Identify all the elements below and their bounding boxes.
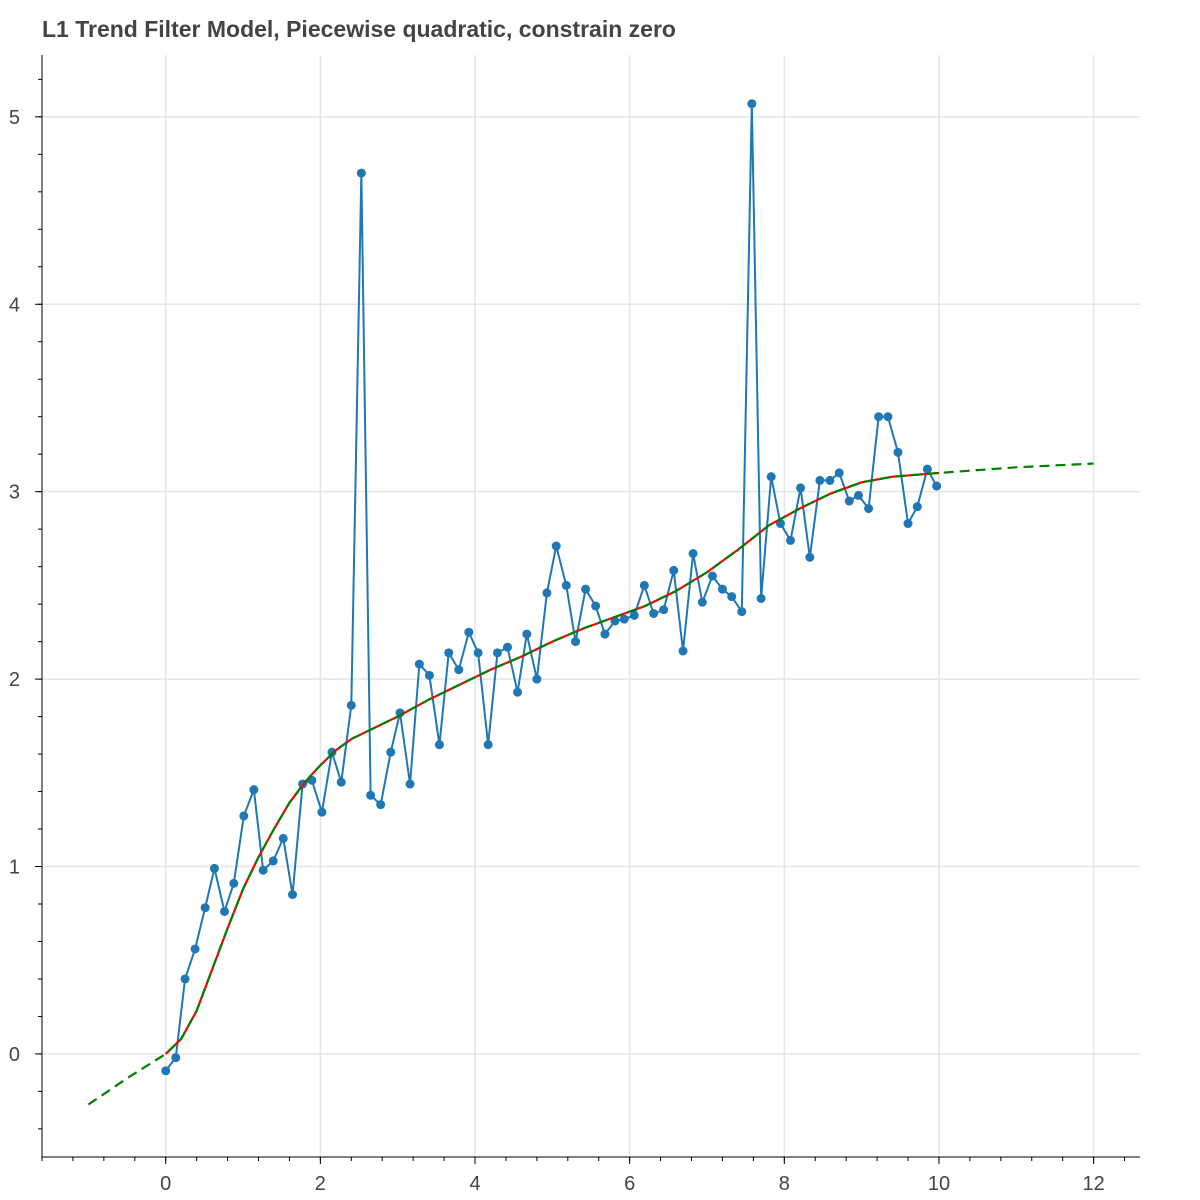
x-tick-label: 2 [315,1173,326,1195]
data-point [659,605,669,615]
data-point [278,833,288,843]
y-tick-label: 2 [9,669,20,691]
data-point [903,519,913,529]
data-point [717,584,727,594]
x-tick-label: 10 [928,1173,950,1195]
data-point [727,592,737,602]
data-point [922,464,932,474]
data-point [502,642,512,652]
data-point [444,648,454,658]
data-point [327,747,337,757]
data-point [834,468,844,478]
data-point [161,1066,171,1076]
data-point [747,99,757,109]
data-point [336,777,346,787]
data-point [522,629,532,639]
data-point [619,614,629,624]
data-point [542,588,552,598]
data-point [356,168,366,178]
data-point [288,890,298,900]
data-point [591,601,601,611]
data-point [796,483,806,493]
data-point [629,610,639,620]
data-point [473,648,483,658]
data-point [386,747,396,757]
y-tick-label: 5 [9,107,20,129]
x-tick-label: 4 [469,1173,480,1195]
data-point [346,700,356,710]
data-point [649,608,659,618]
data-point [249,785,259,795]
data-point [200,903,210,913]
y-tick-label: 0 [9,1044,20,1066]
data-point [932,481,942,491]
data-point [756,594,766,604]
data-point [424,670,434,680]
data-point [874,412,884,422]
data-point [561,580,571,590]
data-point [317,807,327,817]
data-point [180,974,190,984]
data-point [483,740,493,750]
chart-title: L1 Trend Filter Model, Piecewise quadrat… [42,16,676,42]
data-point [737,607,747,617]
data-point [268,856,278,866]
x-tick-label: 12 [1082,1173,1104,1195]
data-point [581,584,591,594]
data-point [883,412,893,422]
data-point [844,496,854,506]
data-point [229,878,239,888]
data-point [766,472,776,482]
data-point [697,597,707,607]
data-point [815,475,825,485]
data-point [551,541,561,551]
data-point [669,565,679,575]
data-point [492,648,502,658]
data-point [405,779,415,789]
data-point [190,944,200,954]
data-point [805,552,815,562]
data-point [600,629,610,639]
data-point [258,865,268,875]
data-point [171,1053,181,1063]
x-tick-label: 8 [779,1173,790,1195]
data-point [464,627,474,637]
y-tick-label: 1 [9,857,20,879]
data-point [454,665,464,675]
data-point [639,580,649,590]
data-point [785,535,795,545]
data-point [532,674,542,684]
grid-lines [42,55,1140,1157]
data-point [571,637,581,647]
data-point [239,811,249,821]
y-tick-label: 4 [9,294,20,316]
data-point [825,475,835,485]
data-point [366,790,376,800]
data-point [688,549,698,559]
data-point [678,646,688,656]
data-point [893,447,903,457]
data-point [864,504,874,514]
data-point [434,740,444,750]
y-tick-label: 3 [9,482,20,504]
series-line-2 [87,462,1094,1106]
data-point [209,863,219,873]
data-point [854,490,864,500]
data-point [219,906,229,916]
data-point [707,571,717,581]
data-point [414,659,424,669]
x-tick-label: 6 [624,1173,635,1195]
data-point [513,687,523,697]
data-point [912,502,922,512]
data-point [376,800,386,810]
x-tick-label: 0 [160,1173,171,1195]
series-line-1 [164,471,940,1055]
data-series [87,99,1094,1106]
series-line-0 [164,103,938,1072]
